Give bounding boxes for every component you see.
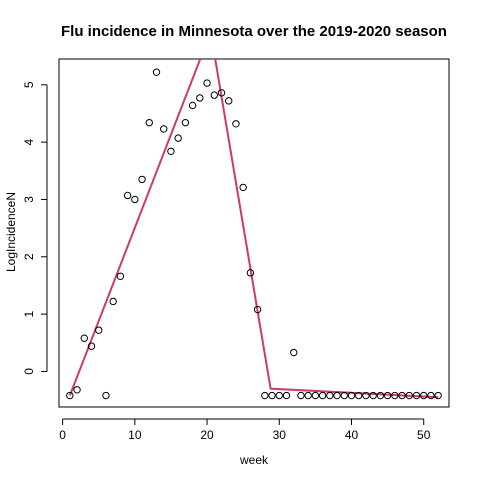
x-tick-label: 20 [200,428,214,442]
y-tick-label: 4 [22,138,36,145]
data-point [87,342,96,350]
y-tick-label: 1 [22,310,36,317]
plot-area [66,59,442,400]
data-point [253,305,262,314]
data-point [160,125,168,133]
data-point [123,191,132,200]
data-point [355,391,363,400]
data-point [109,297,117,306]
fit-line [68,59,439,399]
data-point [261,391,269,400]
data-point [217,89,226,97]
x-tick-label: 0 [59,428,66,442]
x-tick-label: 10 [128,428,142,442]
x-tick-label: 40 [345,428,359,442]
data-point [383,391,392,400]
data-point [405,391,413,400]
data-point [326,391,334,400]
data-point [318,391,327,400]
data-point [311,391,320,400]
data-point [73,386,81,394]
data-point [304,391,312,400]
data-point [427,391,435,400]
x-axis: 0 10 20 30 40 50 [59,418,431,442]
data-point [102,391,110,400]
data-point [420,391,428,400]
data-point [391,391,399,400]
data-point [268,391,276,400]
chart-title: Flu incidence in Minnesota over the 2019… [61,23,447,40]
data-point [275,391,283,400]
data-point [412,391,421,400]
y-axis: 0 1 2 3 4 5 [22,81,48,375]
data-point [196,94,204,102]
data-point [181,118,190,127]
data-point [340,391,348,400]
data-point [210,91,218,99]
data-point [225,97,233,105]
data-point [246,269,255,277]
y-tick-label: 2 [22,253,36,260]
data-point [174,134,182,142]
data-point [188,101,197,110]
y-tick-label: 5 [22,81,36,88]
data-point [239,183,247,192]
data-point [282,391,291,400]
data-point [376,391,385,400]
plot-frame [58,58,450,408]
data-point [95,326,103,334]
data-point [297,391,305,400]
data-point [333,391,341,400]
y-axis-label: LogIncidenceN [4,192,18,272]
data-point [80,334,88,342]
data-point [362,391,370,400]
x-tick-label: 30 [273,428,287,442]
data-point [347,391,356,400]
data-point [66,391,74,400]
data-point [290,348,298,357]
data-point [167,147,175,156]
data-point [152,68,161,76]
x-tick-label: 50 [417,428,431,442]
data-point [369,391,377,400]
data-point [434,391,442,400]
data-point [232,120,240,128]
data-point [145,118,153,127]
data-point [116,272,125,280]
data-point [398,391,406,400]
data-point [131,195,139,204]
data-point [138,175,146,184]
y-tick-label: 3 [22,196,36,203]
data-point [203,79,211,87]
x-axis-label: week [239,453,269,467]
y-tick-label: 0 [22,368,36,375]
